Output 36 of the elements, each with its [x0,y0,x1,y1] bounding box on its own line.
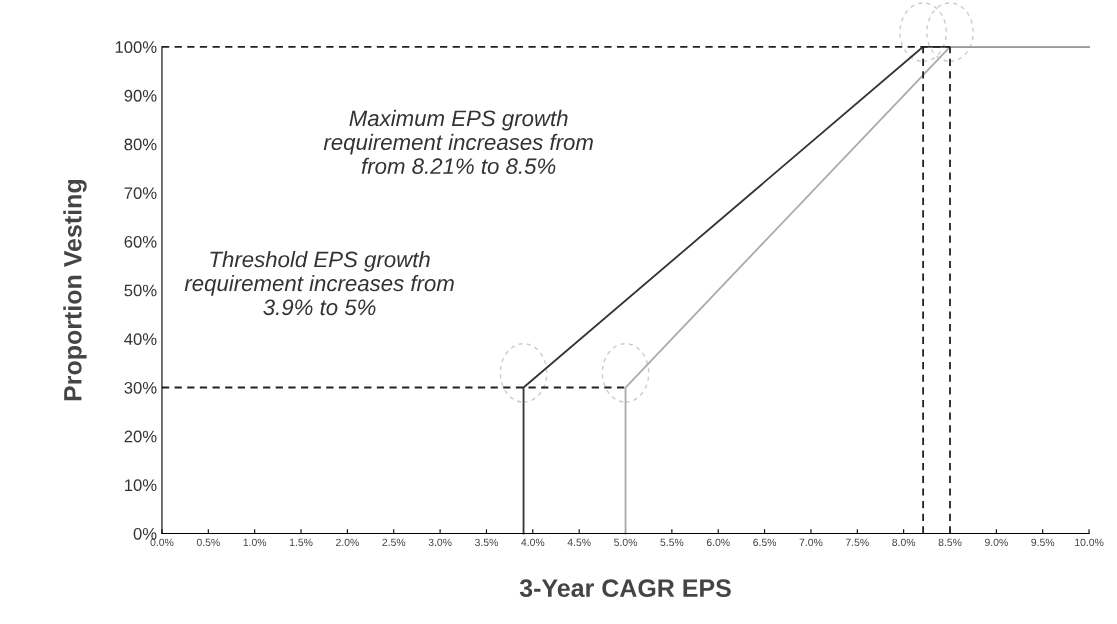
y-tick-label: 90% [124,89,157,102]
x-tick-label: 8.0% [892,538,916,547]
x-tick-label: 0.5% [196,538,220,547]
y-tick-label: 50% [124,284,157,297]
x-tick-label: 3.0% [428,538,452,547]
x-tick-label: 6.0% [706,538,730,547]
x-tick-label: 0.0% [150,538,174,547]
annotation: Maximum EPS growth requirement increases from from 8.21% to 8.5% [323,109,593,175]
x-tick-label: 2.5% [382,538,406,547]
x-tick-label: 1.5% [289,538,313,547]
x-tick-label: 9.0% [984,538,1008,547]
y-tick-label: 80% [124,138,157,151]
x-tick-label: 7.5% [845,538,869,547]
x-tick-label: 5.5% [660,538,684,547]
x-tick-label: 7.0% [799,538,823,547]
y-tick-label: 40% [124,333,157,346]
y-tick-label: 0% [133,527,157,540]
x-tick-label: 10.0% [1075,538,1104,547]
x-tick-label: 4.0% [521,538,545,547]
y-axis-title: Proportion Vesting [63,180,87,401]
x-axis-title: 3-Year CAGR EPS [519,579,731,598]
x-tick-label: 5.0% [614,538,638,547]
x-tick-label: 3.5% [474,538,498,547]
y-tick-label: 10% [125,479,157,492]
y-tick-label: 30% [124,381,157,394]
x-tick-label: 2.0% [336,538,359,547]
y-tick-label: 20% [124,430,157,443]
x-tick-label: 4.5% [567,538,591,547]
annotation: Threshold EPS growth requirement increases from 3.9% to 5% [184,251,454,316]
x-tick-label: 6.5% [753,538,777,547]
x-tick-label: 8.5% [938,538,962,547]
x-tick-label: 9.5% [1031,538,1055,547]
y-tick-label: 70% [124,187,157,200]
y-tick-label: 60% [124,235,157,248]
x-tick-label: 1.0% [243,538,267,547]
y-tick-label: 100% [115,41,157,53]
